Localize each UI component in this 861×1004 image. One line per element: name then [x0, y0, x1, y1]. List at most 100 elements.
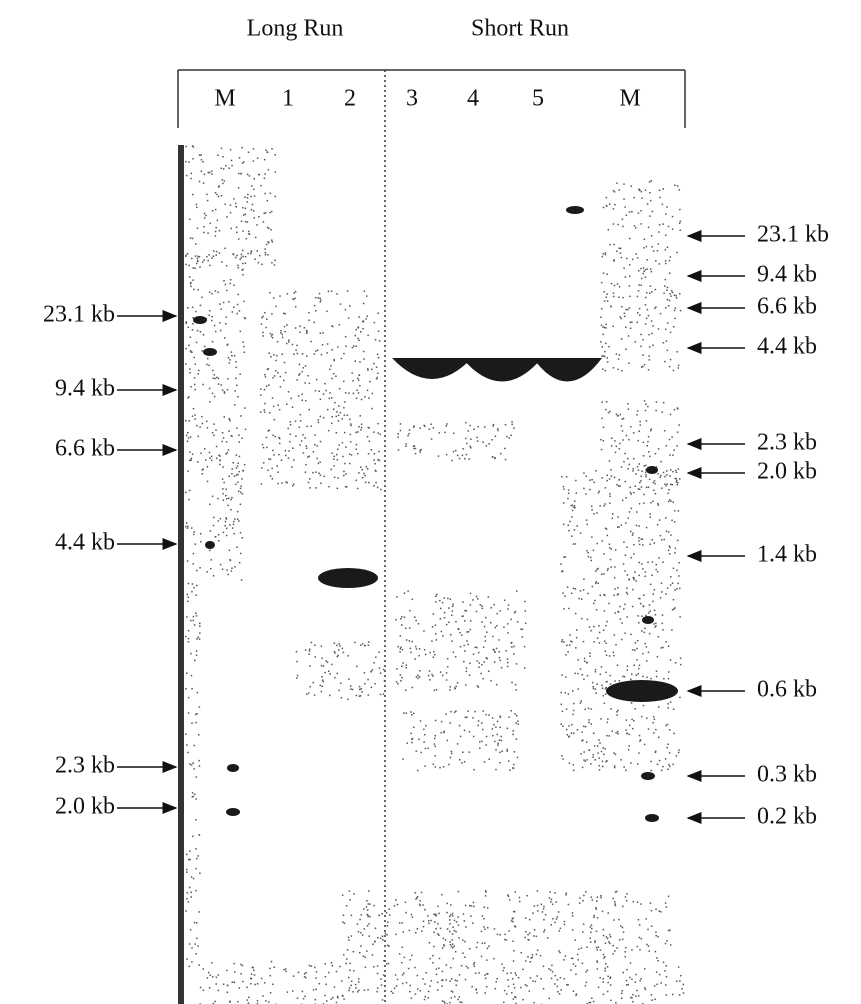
- speckle: [212, 976, 214, 978]
- speckle: [525, 960, 527, 962]
- speckle: [186, 958, 188, 960]
- speckle: [344, 485, 347, 488]
- speckle: [571, 535, 573, 537]
- speckle: [187, 712, 190, 714]
- speckle: [667, 895, 670, 898]
- speckle: [589, 1001, 592, 1004]
- speckle: [595, 470, 597, 472]
- speckle: [485, 657, 487, 659]
- speckle: [624, 570, 626, 572]
- speckle: [546, 937, 549, 939]
- speckle: [512, 940, 514, 942]
- speckle: [365, 318, 367, 320]
- speckle: [187, 629, 190, 632]
- speckle: [408, 640, 411, 642]
- speckle: [658, 736, 660, 739]
- speckle: [203, 212, 206, 215]
- speckle: [660, 539, 663, 541]
- speckle: [406, 742, 408, 744]
- speckle: [600, 573, 603, 575]
- speckle: [376, 486, 379, 489]
- speckle: [223, 416, 225, 418]
- speckle: [284, 371, 287, 374]
- speckle: [446, 658, 449, 660]
- speckle: [218, 540, 220, 542]
- speckle: [528, 939, 530, 941]
- speckle: [465, 437, 467, 440]
- speckle: [187, 600, 189, 603]
- speckle: [597, 492, 600, 494]
- speckle: [343, 998, 345, 1000]
- speckle: [625, 326, 627, 329]
- speckle: [296, 352, 299, 355]
- speckle: [595, 946, 598, 949]
- speckle: [322, 417, 325, 419]
- speckle: [466, 716, 468, 718]
- speckle: [348, 939, 350, 941]
- speckle: [423, 998, 426, 1001]
- speckle: [361, 691, 363, 693]
- speckle: [675, 755, 678, 757]
- speckle: [231, 164, 233, 167]
- speckle: [191, 947, 193, 949]
- speckle: [253, 188, 255, 190]
- speckle: [196, 857, 198, 860]
- speckle: [236, 254, 238, 257]
- speckle: [305, 329, 308, 332]
- speckle: [468, 458, 470, 460]
- speckle: [370, 670, 372, 673]
- speckle: [441, 947, 444, 949]
- speckle: [630, 426, 632, 428]
- speckle: [482, 441, 484, 443]
- speckle: [644, 642, 646, 645]
- speckle: [586, 523, 588, 526]
- speckle: [448, 930, 451, 933]
- speckle: [204, 345, 206, 348]
- speckle: [413, 425, 415, 427]
- speckle: [644, 189, 647, 192]
- speckle: [669, 701, 672, 703]
- speckle: [345, 473, 347, 475]
- speckle: [226, 969, 228, 972]
- gel: [185, 145, 685, 1004]
- speckle: [211, 210, 214, 212]
- speckle: [379, 937, 382, 940]
- speckle: [195, 848, 197, 850]
- speckle: [565, 894, 567, 896]
- speckle: [650, 501, 652, 504]
- speckle: [447, 597, 449, 600]
- speckle: [587, 551, 589, 554]
- speckle: [328, 971, 330, 974]
- speckle: [571, 690, 574, 692]
- speckle: [674, 607, 676, 609]
- speckle: [262, 315, 264, 318]
- speckle: [602, 993, 605, 996]
- speckle: [437, 933, 439, 935]
- speckle: [348, 678, 350, 680]
- speckle: [195, 952, 197, 955]
- speckle: [676, 431, 679, 433]
- speckle: [472, 963, 475, 966]
- speckle: [606, 734, 608, 737]
- speckle: [524, 610, 527, 612]
- speckle: [613, 191, 616, 193]
- speckle: [646, 308, 649, 311]
- speckle: [512, 910, 515, 913]
- speckle: [560, 703, 563, 706]
- speckle: [385, 911, 388, 914]
- speckle: [484, 974, 486, 976]
- speckle: [403, 956, 406, 959]
- speckle: [429, 957, 431, 960]
- speckle: [374, 462, 376, 465]
- speckle: [228, 549, 231, 552]
- speckle: [358, 688, 361, 691]
- speckle: [504, 938, 506, 941]
- speckle: [330, 422, 333, 425]
- speckle: [278, 437, 281, 440]
- speckle: [638, 924, 641, 926]
- speckle: [363, 472, 365, 475]
- speckle: [305, 971, 307, 974]
- speckle: [330, 365, 332, 367]
- speckle: [617, 485, 620, 487]
- speckle: [203, 231, 205, 234]
